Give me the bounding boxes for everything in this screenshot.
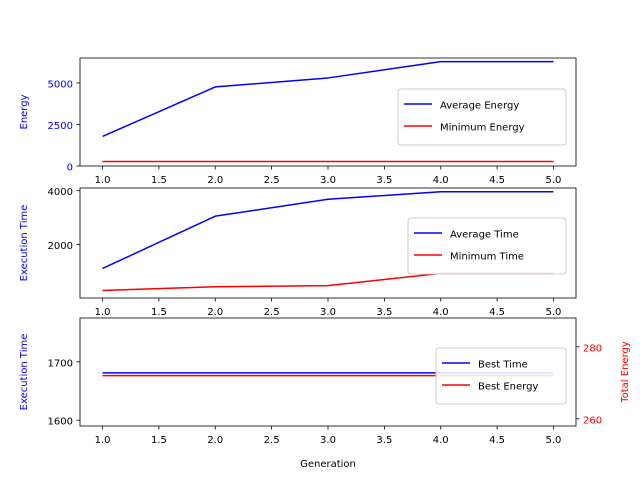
y-right-axis-label: Total Energy bbox=[620, 341, 631, 404]
x-tick-label: 5.0 bbox=[546, 435, 562, 446]
y-tick-label: 5000 bbox=[48, 79, 73, 90]
legend-label: Minimum Time bbox=[450, 252, 524, 263]
x-tick-label: 3.0 bbox=[320, 175, 336, 186]
y-right-tick-label: 260 bbox=[583, 415, 602, 426]
x-tick-label: 2.0 bbox=[207, 435, 223, 446]
y-right-tick-label: 280 bbox=[583, 343, 602, 354]
legend-box bbox=[435, 347, 567, 405]
legend-label: Best Energy bbox=[478, 382, 538, 393]
x-tick-label: 1.5 bbox=[151, 307, 167, 318]
x-tick-label: 2.5 bbox=[264, 175, 280, 186]
series-line-2 bbox=[102, 272, 554, 292]
x-tick-label: 4.0 bbox=[433, 175, 449, 186]
series-line-1 bbox=[102, 60, 554, 138]
x-tick-label: 1.5 bbox=[151, 435, 167, 446]
y-tick-label: 4000 bbox=[48, 187, 73, 198]
legend-label: Average Energy bbox=[440, 101, 519, 112]
y-tick-label: 2500 bbox=[48, 121, 73, 132]
x-tick-label: 1.0 bbox=[95, 307, 111, 318]
legend-label: Average Time bbox=[450, 230, 519, 241]
x-tick-label: 1.0 bbox=[95, 435, 111, 446]
y-tick-label: 0 bbox=[67, 163, 73, 174]
x-tick-label: 4.5 bbox=[489, 307, 505, 318]
x-axis-label: Generation bbox=[300, 459, 356, 470]
legend-label: Best Time bbox=[478, 360, 528, 371]
y-axis-label: Execution Time bbox=[19, 334, 30, 411]
x-tick-label: 5.0 bbox=[546, 175, 562, 186]
x-tick-label: 1.5 bbox=[151, 175, 167, 186]
x-tick-label: 1.0 bbox=[95, 175, 111, 186]
subplot-3: 1.0 1.5 2.0 2.5 3.0 3.5 4.0 4.5 5.0 1600 1700 260 28… bbox=[19, 317, 631, 470]
x-tick-label: 3.5 bbox=[376, 307, 392, 318]
legend-label: Minimum Energy bbox=[440, 123, 525, 134]
x-tick-label: 2.0 bbox=[207, 175, 223, 186]
x-tick-label: 4.0 bbox=[433, 307, 449, 318]
x-tick-label: 5.0 bbox=[546, 307, 562, 318]
subplot-1: 1.0 1.5 2.0 2.5 3.0 3.5 4.0 4.5 5.0 0 2500 5000 Ener… bbox=[19, 57, 577, 186]
y-axis-label: Execution Time bbox=[19, 205, 30, 282]
legend: Best Time Best Energy bbox=[435, 347, 567, 405]
y-tick-label: 1600 bbox=[48, 417, 73, 428]
y-tick-label: 2000 bbox=[48, 241, 73, 252]
x-tick-label: 2.5 bbox=[264, 307, 280, 318]
x-tick-label: 4.5 bbox=[489, 175, 505, 186]
y-axis-label: Energy bbox=[19, 94, 30, 129]
y-tick-label: 1700 bbox=[48, 358, 73, 369]
x-tick-label: 2.0 bbox=[207, 307, 223, 318]
x-tick-label: 4.5 bbox=[489, 435, 505, 446]
legend: Average Time Minimum Time bbox=[407, 217, 567, 275]
subplot-2: 1.0 1.5 2.0 2.5 3.0 3.5 4.0 4.5 5.0 2000 4000 Execu… bbox=[19, 187, 577, 318]
series-line-1 bbox=[102, 191, 554, 270]
legend-box bbox=[397, 88, 567, 146]
x-tick-label: 3.0 bbox=[320, 435, 336, 446]
x-tick-label: 2.5 bbox=[264, 435, 280, 446]
x-tick-label: 3.5 bbox=[376, 435, 392, 446]
x-tick-label: 4.0 bbox=[433, 435, 449, 446]
legend-box bbox=[407, 217, 567, 275]
legend: Average Energy Minimum Energy bbox=[397, 88, 567, 146]
x-tick-label: 3.5 bbox=[376, 175, 392, 186]
x-tick-label: 3.0 bbox=[320, 307, 336, 318]
